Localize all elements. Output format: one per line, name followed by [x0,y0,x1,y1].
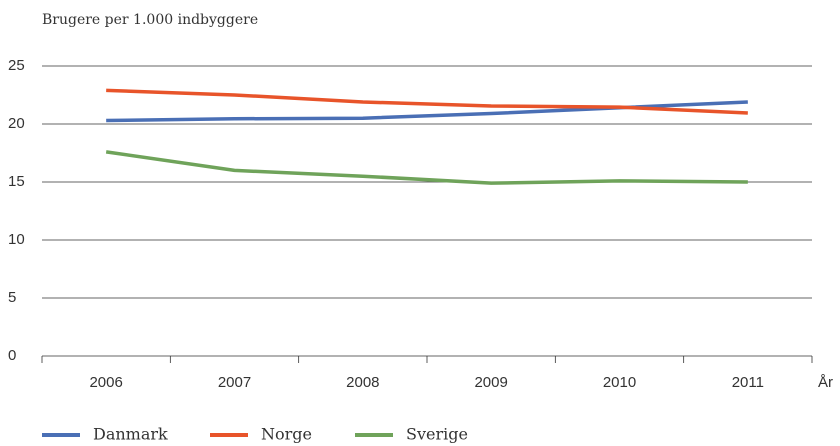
x-tick-label: 2009 [474,374,507,391]
y-axis-label: Brugere per 1.000 indbyggere [42,12,258,28]
legend-label: Sverige [406,425,468,444]
legend-label: Norge [261,425,312,444]
x-tick-label: 2008 [346,374,379,391]
line-series [106,88,748,115]
x-tick-label: 2007 [218,374,251,391]
y-tick-label: 5 [8,289,16,306]
x-axis-label: År [818,374,833,391]
y-tick-label: 15 [8,173,25,190]
y-tick-label: 0 [8,347,16,364]
x-tick-label: 2011 [732,374,764,391]
y-tick-label: 20 [8,115,25,132]
y-tick-label: 10 [8,231,25,248]
x-tick-label: 2010 [603,374,636,391]
x-tick-label: 2006 [89,374,122,391]
y-tick-label: 25 [8,57,25,74]
line-series [105,150,748,185]
legend-label: Danmark [93,425,168,444]
